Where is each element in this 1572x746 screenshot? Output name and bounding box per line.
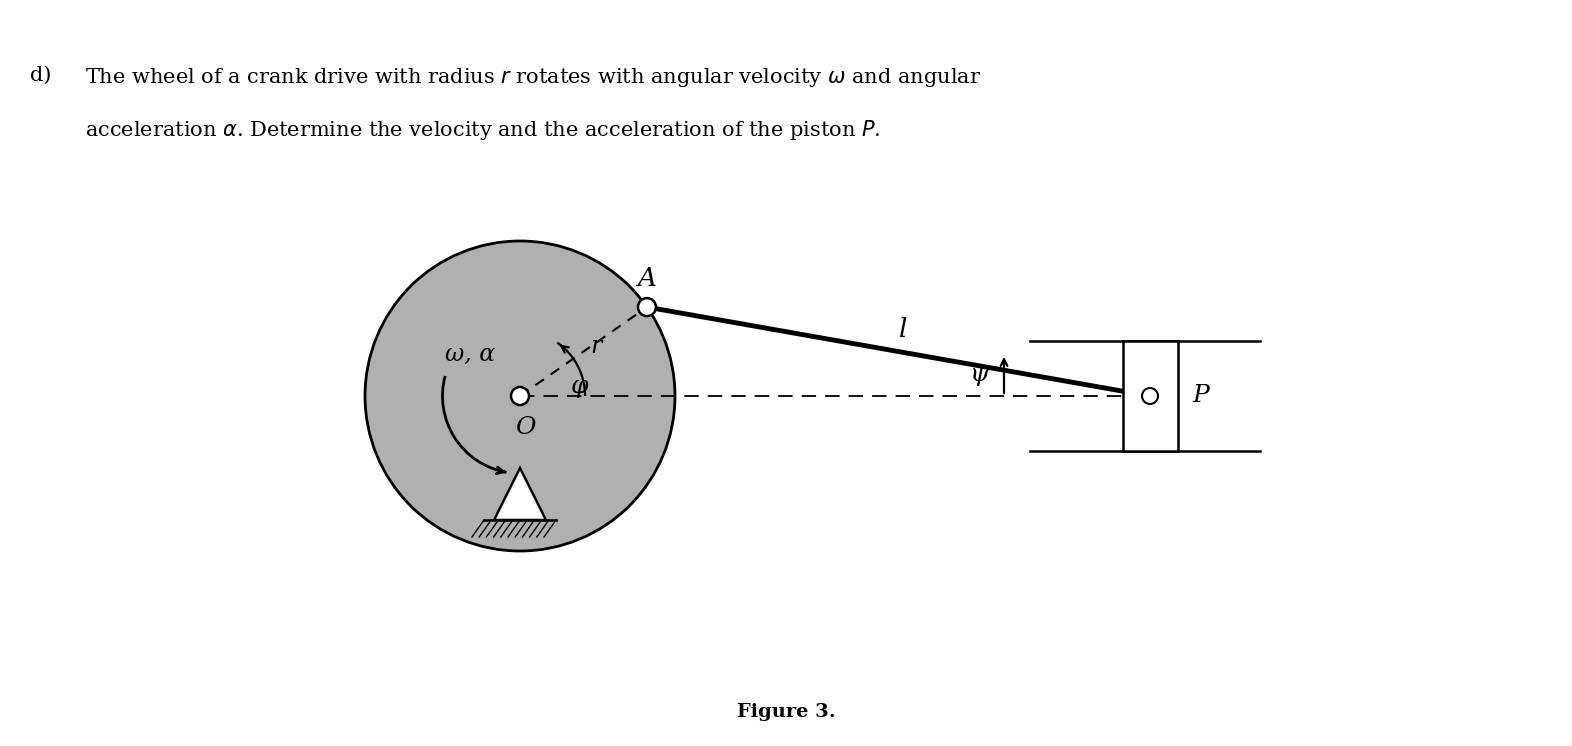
Text: acceleration $\alpha$. Determine the velocity and the acceleration of the piston: acceleration $\alpha$. Determine the vel… [85, 118, 880, 142]
Text: ω, α: ω, α [445, 342, 495, 366]
Text: ψ: ψ [970, 363, 990, 386]
Bar [1122, 341, 1177, 451]
Text: r: r [590, 335, 601, 358]
Text: φ: φ [571, 374, 590, 398]
Text: Figure 3.: Figure 3. [737, 703, 835, 721]
Text: d): d) [30, 66, 52, 85]
Text: P: P [1193, 384, 1209, 407]
Text: O: O [514, 416, 534, 439]
Text: A: A [638, 266, 657, 291]
Circle shape [1141, 388, 1159, 404]
Circle shape [365, 241, 674, 551]
Text: l: l [899, 317, 907, 342]
Circle shape [511, 387, 530, 405]
Polygon shape [494, 468, 545, 520]
Circle shape [638, 298, 656, 316]
Text: The wheel of a crank drive with radius $r$ rotates with angular velocity $\omega: The wheel of a crank drive with radius $… [85, 66, 981, 89]
